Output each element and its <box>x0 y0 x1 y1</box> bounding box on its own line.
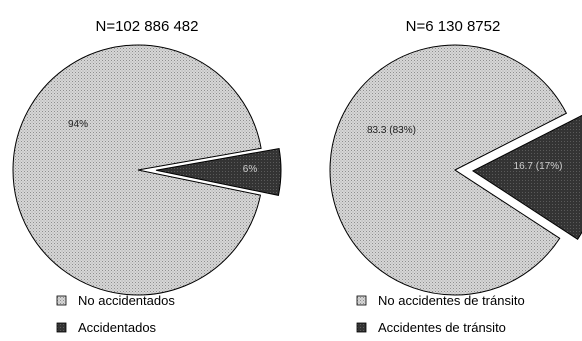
pie-chart-1: N=102 886 482 94% 6% No accidentados Acci… <box>12 18 282 335</box>
pie-slice-accidentes-de-transito <box>471 114 582 240</box>
chart-2-slices: 83.3 (83%) 16.7 (17%) <box>329 44 582 296</box>
slice-label-accidentados: 6% <box>243 164 258 175</box>
chart-1-title: N=102 886 482 <box>95 18 198 35</box>
slice-label-accidentes-de-transito: 16.7 (17%) <box>514 161 563 172</box>
chart-2-legend: No accidentes de tránsito Accidentes de … <box>356 293 525 335</box>
legend-label-accidentes-de-transito: Accidentes de tránsito <box>378 320 506 335</box>
legend-label-no-accidentes-de-transito: No accidentes de tránsito <box>378 293 525 308</box>
legend-swatch-accidentes-de-transito <box>356 322 367 333</box>
chart-2-title: N=6 130 8752 <box>406 18 501 35</box>
pie-slice-accidentados <box>155 147 282 196</box>
pie-chart-2: N=6 130 8752 83.3 (83%) 16.7 (17%) No acc… <box>329 18 582 335</box>
legend-label-no-accidentados: No accidentados <box>78 293 175 308</box>
legend-swatch-accidentados <box>56 322 67 333</box>
pie-slice-no-accidentes-de-transito <box>329 44 568 296</box>
chart-1-legend: No accidentados Accidentados <box>56 293 175 335</box>
legend-swatch-no-accidentados <box>56 295 67 306</box>
slice-label-no-accidentes-de-transito: 83.3 (83%) <box>367 125 416 136</box>
legend-label-accidentados: Accidentados <box>78 320 157 335</box>
chart-1-slices: 94% 6% <box>12 44 282 296</box>
slice-label-no-accidentados: 94% <box>68 119 88 130</box>
legend-swatch-no-accidentes-de-transito <box>356 295 367 306</box>
pie-slice-no-accidentados <box>12 44 262 296</box>
